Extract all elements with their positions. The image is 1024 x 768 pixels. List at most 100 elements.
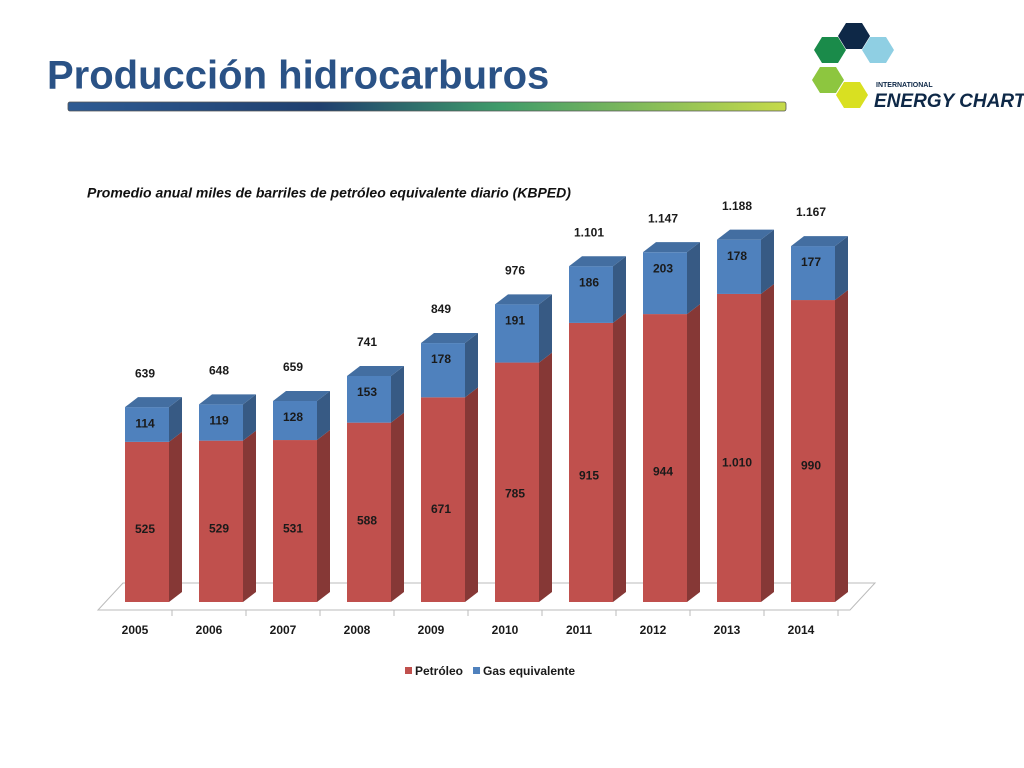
bar-segment: [643, 252, 687, 315]
x-tick-label: 2005: [122, 623, 149, 637]
data-label: 1.010: [722, 456, 752, 470]
bar-side: [169, 431, 182, 602]
total-label: 849: [431, 302, 451, 316]
bar-segment: [717, 293, 761, 602]
bar-top: [791, 236, 848, 247]
bar-side: [613, 312, 626, 602]
data-label: 119: [209, 414, 229, 428]
bar-segment: [495, 304, 539, 363]
total-label: 659: [283, 360, 303, 374]
bar-top: [495, 294, 552, 305]
x-tick-label: 2006: [196, 623, 223, 637]
data-label: 529: [209, 522, 229, 536]
bar-top: [569, 256, 626, 267]
data-label: 671: [431, 502, 451, 516]
logo-hex: [812, 67, 844, 93]
bar-segment: [421, 397, 465, 602]
bar-top: [273, 391, 330, 402]
slide-title: Producción hidrocarburos: [47, 54, 549, 98]
bar-side: [539, 294, 552, 363]
x-tick-label: 2013: [714, 623, 741, 637]
bar-side: [317, 430, 330, 602]
bar-segment: [273, 401, 317, 441]
logo-hex: [838, 23, 870, 49]
legend-label: Petróleo: [415, 664, 463, 678]
bar-segment: [347, 422, 391, 602]
bar-segment: [273, 440, 317, 602]
x-tick-label: 2007: [270, 623, 297, 637]
bar-side: [761, 229, 774, 294]
data-label: 785: [505, 486, 525, 500]
bar-segment: [791, 246, 835, 301]
legend-swatch: [473, 667, 481, 674]
data-label: 531: [283, 521, 303, 535]
bar-side: [761, 283, 774, 602]
title-bar: [67, 101, 787, 112]
bar-top: [643, 242, 700, 253]
data-label: 153: [357, 385, 377, 399]
data-label: 177: [801, 255, 821, 269]
total-label: 648: [209, 364, 229, 378]
bar-top: [717, 229, 774, 240]
bar-side: [687, 242, 700, 315]
data-label: 128: [283, 410, 303, 424]
bar-side: [391, 412, 404, 602]
data-label: 915: [579, 469, 599, 483]
logo-text: ENERGY CHARTER: [874, 91, 1024, 112]
x-tick-label: 2010: [492, 623, 519, 637]
bar-side: [539, 352, 552, 602]
bar-side: [465, 387, 478, 602]
bar-segment: [199, 404, 243, 441]
bar-top: [199, 394, 256, 405]
x-tick-label: 2009: [418, 623, 445, 637]
bar-side: [317, 391, 330, 441]
logo-hex: [862, 37, 894, 63]
x-tick-label: 2008: [344, 623, 371, 637]
bar-segment: [347, 375, 391, 423]
bar-segment: [125, 407, 169, 442]
data-label: 114: [135, 416, 155, 430]
data-label: 944: [653, 465, 673, 479]
data-label: 186: [579, 275, 599, 289]
bar-side: [835, 290, 848, 602]
data-label: 990: [801, 458, 821, 472]
bar-segment: [791, 300, 835, 602]
bar-side: [687, 304, 700, 602]
total-label: 639: [135, 366, 155, 380]
bar-side: [243, 430, 256, 602]
bar-top: [347, 365, 404, 376]
bar-segment: [125, 441, 169, 602]
bar-side: [465, 333, 478, 398]
bar-top: [421, 333, 478, 344]
total-label: 1.167: [796, 205, 826, 219]
bar-segment: [643, 314, 687, 602]
bar-segment: [495, 362, 539, 602]
legend-swatch: [405, 667, 412, 674]
logo: INTERNATIONAL ENERGY CHARTER: [812, 23, 1024, 112]
data-label: 525: [135, 522, 155, 536]
logo-text: INTERNATIONAL: [876, 82, 933, 89]
total-label: 976: [505, 263, 525, 277]
bar-segment: [569, 266, 613, 323]
bar-segment: [717, 239, 761, 294]
legend-label: Gas equivalente: [483, 664, 575, 678]
bar-top: [125, 397, 182, 408]
total-label: 1.188: [722, 199, 752, 213]
bar-side: [391, 365, 404, 423]
x-tick-label: 2014: [788, 623, 815, 637]
logo-hex: [836, 82, 868, 108]
logo-hex: [814, 37, 846, 63]
chart-subtitle: Promedio anual miles de barriles de petr…: [87, 185, 571, 201]
total-label: 741: [357, 335, 377, 349]
total-label: 1.101: [574, 225, 604, 239]
bar-segment: [569, 322, 613, 602]
data-label: 178: [727, 249, 747, 263]
bar-side: [169, 397, 182, 442]
total-label: 1.147: [648, 211, 678, 225]
bar-side: [613, 256, 626, 323]
bar-segment: [199, 440, 243, 602]
data-label: 178: [431, 352, 451, 366]
x-tick-label: 2012: [640, 623, 667, 637]
bar-side: [243, 394, 256, 441]
